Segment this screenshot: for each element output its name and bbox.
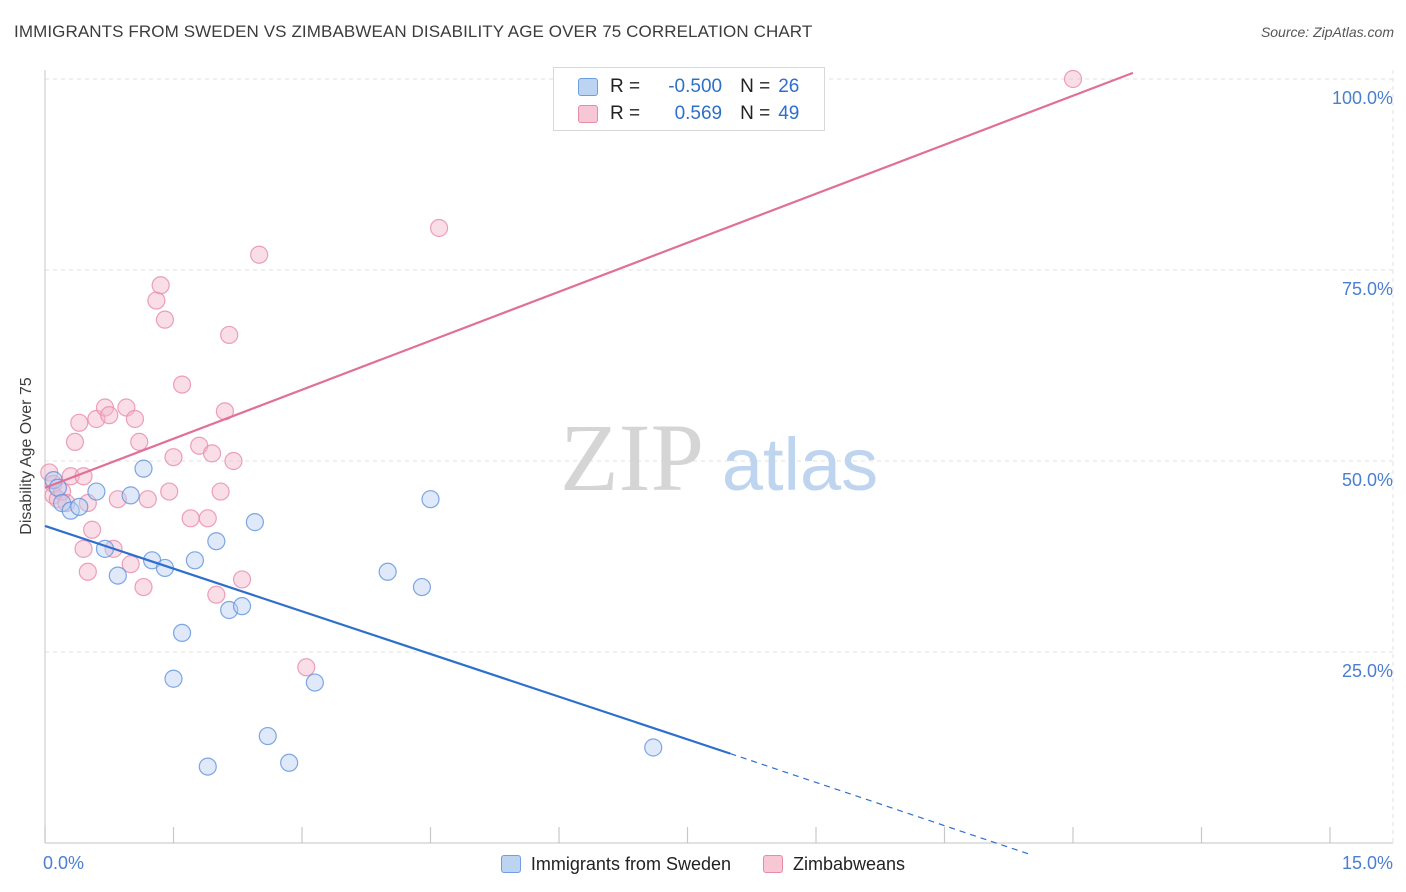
data-point [130,432,149,451]
trend-line-sweden-extrapolated [730,753,1031,856]
tick-labels: 100.0% 75.0% 50.0% 25.0% 0.0% 15.0% [43,88,1393,873]
chart-title: IMMIGRANTS FROM SWEDEN VS ZIMBABWEAN DIS… [14,22,813,41]
data-point [250,245,269,264]
data-point [245,513,264,532]
x-tick-label-max: 15.0% [1342,853,1393,873]
series-sweden [44,459,663,776]
data-point [412,577,432,597]
source-label: Source: ZipAtlas.com [1260,24,1394,40]
data-point [172,375,192,394]
data-point [147,291,166,310]
data-point [172,623,192,643]
data-point [160,482,179,501]
data-point [211,482,230,501]
data-point [125,409,145,429]
legend-n-value: 49 [778,103,800,124]
data-point [202,444,222,463]
data-point [181,509,200,528]
data-point [198,757,217,776]
legend-r-value: 0.569 [674,103,723,124]
trend-line-zimbabweans [44,71,1134,489]
legend-n-label: N = [740,76,771,97]
bottom-legend-zimbabweans: Zimbabweans [763,854,905,875]
data-point [207,585,226,604]
data-point [297,658,316,677]
trend-lines [44,71,1134,856]
bottom-legend-label-zimbabweans: Zimbabweans [793,853,906,874]
legend-swatch-blue [578,78,598,96]
bottom-legend-label-sweden: Immigrants from Sweden [530,853,731,874]
legend: R = -0.500 N = 26 R = 0.569 N = 49 [553,67,825,131]
legend-row-zimbabweans: R = 0.569 N = 49 [578,103,817,125]
y-tick-label: 50.0% [1342,470,1393,490]
data-point [134,459,153,478]
data-point [83,520,102,539]
legend-swatch-pink [578,105,598,123]
bottom-legend-swatch-blue [500,855,521,873]
data-point [378,562,397,581]
data-point [207,532,226,551]
data-point [61,501,80,520]
x-tick-label-min: 0.0% [43,853,84,873]
data-point [280,753,299,772]
data-point [224,451,243,471]
data-point [65,432,85,451]
data-point [87,482,106,501]
data-point [151,276,170,295]
data-point [644,738,663,757]
data-point [198,509,217,528]
bottom-legend-sweden: Immigrants from Sweden [500,853,731,875]
data-point [121,486,140,505]
y-tick-label: 100.0% [1332,88,1393,108]
data-point [121,555,140,574]
watermark: ZIP atlas [560,404,878,511]
data-point [232,597,252,616]
data-point [232,570,252,589]
data-point [220,325,239,345]
data-point [70,497,89,516]
bottom-legend: Immigrants from Sweden Zimbabweans [0,851,1406,877]
trend-line-sweden [44,524,731,755]
axes [44,70,1393,844]
data-point [138,490,157,509]
legend-r-label: R = [610,103,641,124]
data-point [100,406,119,425]
watermark-atlas: atlas [722,423,878,506]
data-point [70,413,89,432]
y-tick-label: 75.0% [1342,279,1393,299]
legend-r-label: R = [610,76,641,97]
data-point [185,551,205,570]
data-point [108,566,127,585]
data-point [134,577,153,597]
watermark-zip: ZIP [560,404,704,511]
data-point [155,310,175,329]
legend-row-sweden: R = -0.500 N = 26 [578,76,817,98]
legend-r-value: -0.500 [668,76,723,97]
data-point [429,218,449,238]
data-point [164,669,183,688]
data-point [258,726,277,746]
data-point [78,562,97,581]
bottom-legend-swatch-pink [763,855,783,873]
grid-lines [45,70,1394,843]
data-point [1063,69,1083,89]
legend-n-label: N = [740,103,771,124]
y-tick-label: 25.0% [1342,661,1393,681]
series-zimbabweans [40,69,1083,677]
legend-n-value: 26 [778,76,800,97]
data-point [74,539,93,558]
data-point [164,448,183,467]
data-point [421,490,440,509]
data-point [305,673,324,692]
